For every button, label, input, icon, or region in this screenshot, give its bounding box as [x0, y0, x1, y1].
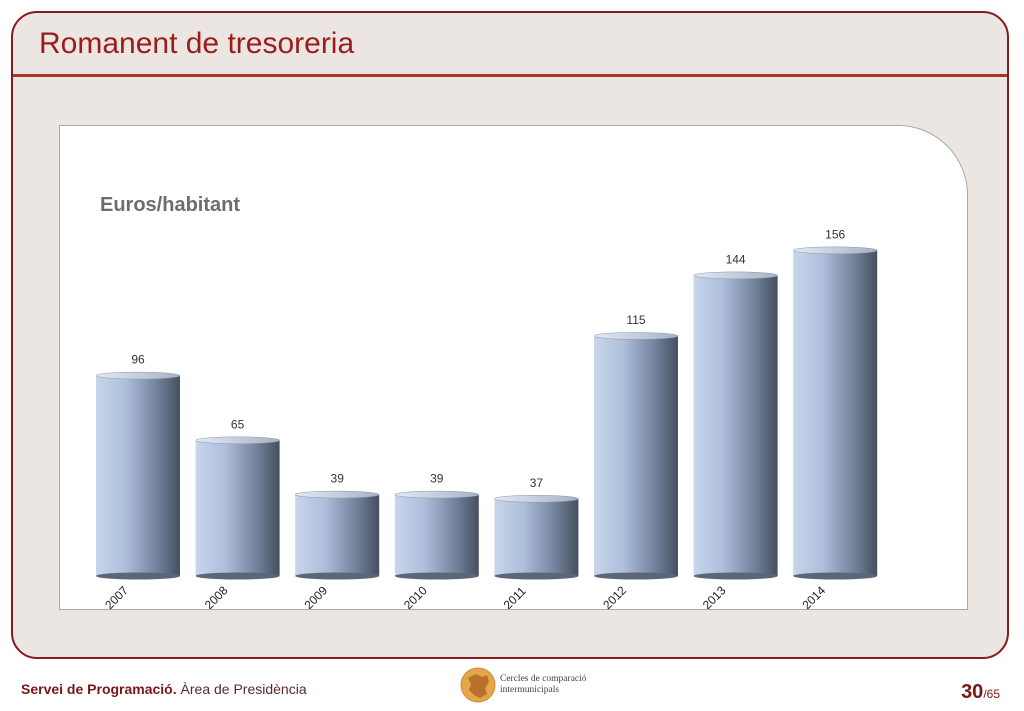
x-tick-label: 2013	[700, 583, 729, 609]
x-tick-label: 2007	[102, 583, 131, 609]
x-tick-label: 2010	[401, 583, 430, 609]
x-tick-label: 2011	[501, 584, 529, 609]
bar-top-cap	[593, 332, 679, 340]
bar-body	[96, 375, 180, 576]
bar-value-label: 39	[430, 472, 444, 486]
logo-line-1: Cercles de comparació	[500, 674, 587, 684]
chart-panel: Euros/habitant 96 2007 65 2008 39 2009 39 2010 3…	[59, 125, 968, 610]
globe-icon	[460, 667, 496, 703]
bar-bottom-cap	[195, 572, 280, 580]
x-tick-label: 2008	[202, 583, 231, 609]
bar-2010	[394, 490, 480, 580]
bar-value-label: 39	[331, 472, 345, 486]
bar-value-label: 156	[825, 227, 845, 241]
bar-body	[494, 498, 579, 576]
slide-title: Romanent de tresoreria	[39, 27, 355, 60]
bar-value-label: 37	[530, 476, 544, 490]
bar-body	[295, 494, 380, 576]
bar-body	[693, 275, 778, 576]
bar-bottom-cap	[594, 572, 678, 580]
bar-2011	[494, 495, 579, 580]
slide-frame: Romanent de tresoreria Euros/habitant 96…	[11, 11, 1009, 659]
bar-body	[195, 440, 280, 576]
title-bar: Romanent de tresoreria	[13, 13, 1007, 77]
page-current: 30	[961, 681, 984, 703]
cercles-logo: Cercles de comparació intermunicipals	[458, 664, 598, 706]
bar-body	[394, 494, 479, 576]
x-tick-label: 2014	[799, 583, 828, 609]
bar-top-cap	[95, 371, 181, 380]
logo-text: Cercles de comparació intermunicipals	[500, 674, 587, 696]
bar-2013	[693, 271, 778, 580]
page-number: 30/65	[961, 681, 1000, 704]
bar-2012	[593, 332, 679, 580]
bar-top-cap	[494, 495, 579, 503]
bar-2014	[792, 246, 878, 580]
bar-2007	[95, 371, 181, 580]
x-tick-label: 2012	[600, 583, 629, 609]
bar-body	[793, 250, 878, 576]
bar-top-cap	[792, 246, 878, 255]
footer-org-name: Servei de Programació.	[21, 681, 177, 697]
page-total: /65	[983, 687, 1000, 701]
bar-bottom-cap	[96, 572, 180, 580]
bar-top-cap	[693, 271, 778, 280]
bar-body	[594, 335, 678, 576]
footer-organization: Servei de Programació. Àrea de Presidènc…	[21, 681, 307, 697]
bar-top-cap	[294, 490, 380, 499]
bar-value-label: 65	[231, 417, 245, 431]
bar-top-cap	[195, 436, 280, 445]
bar-bottom-cap	[295, 572, 380, 580]
logo-line-2: intermunicipals	[500, 685, 560, 695]
bar-2009	[294, 490, 380, 580]
footer-org-area: Àrea de Presidència	[176, 681, 307, 697]
bar-2008	[195, 436, 280, 580]
bar-value-label: 144	[726, 252, 746, 266]
bar-top-cap	[394, 490, 480, 499]
chart-title: Euros/habitant	[100, 194, 240, 216]
bar-value-label: 96	[131, 353, 145, 367]
bar-value-label: 115	[626, 313, 645, 327]
bar-bottom-cap	[494, 572, 579, 580]
bar-bottom-cap	[693, 572, 778, 580]
bar-chart: Euros/habitant 96 2007 65 2008 39 2009 39 2010 3…	[95, 194, 878, 609]
x-tick-label: 2009	[301, 583, 330, 609]
bar-bottom-cap	[394, 572, 479, 580]
bar-bottom-cap	[793, 572, 878, 580]
